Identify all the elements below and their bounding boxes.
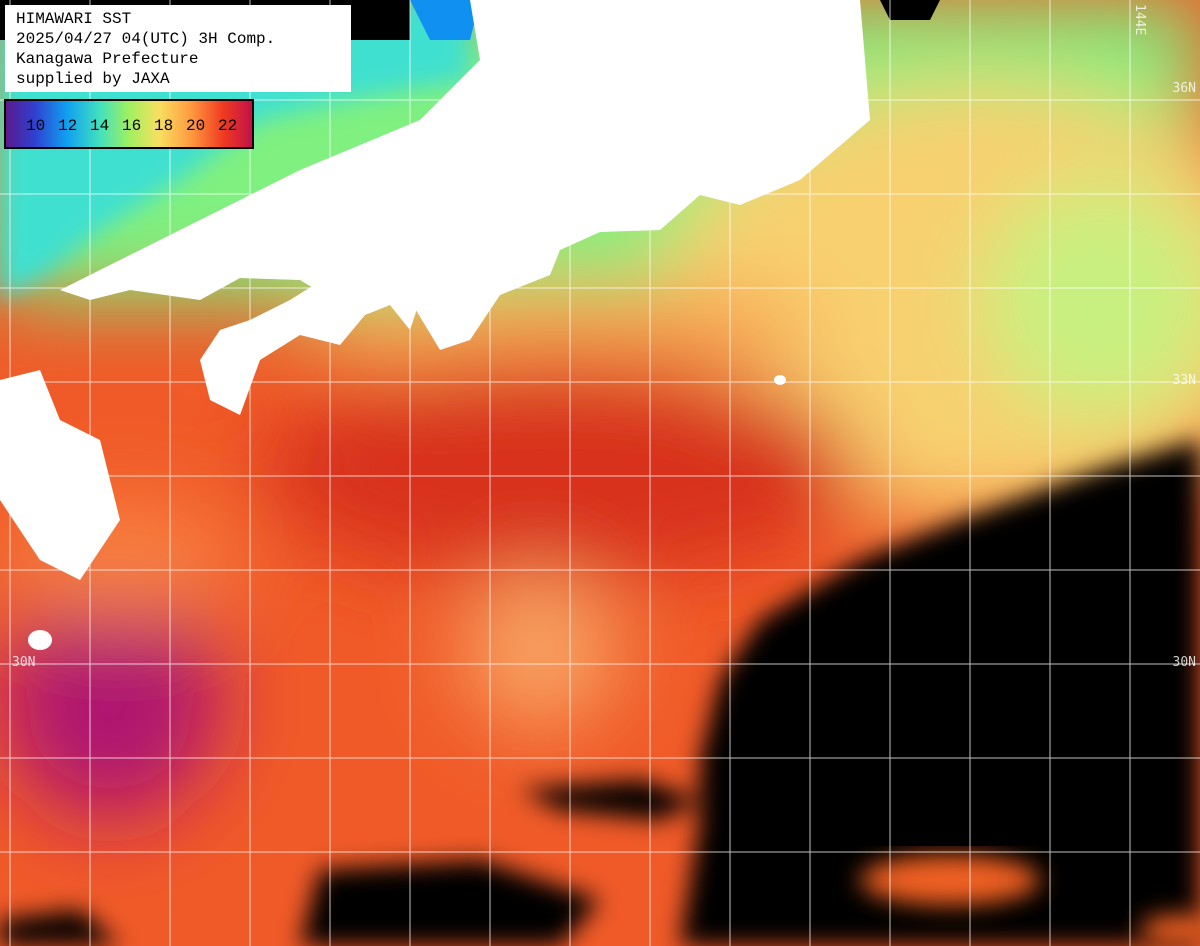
grid-labels: 136E 144E 36N 33N 30N 30N (12, 4, 1196, 670)
legend-label: 16 (122, 117, 141, 135)
latitude-label: 36N (1173, 81, 1196, 96)
legend-label: 20 (186, 117, 205, 135)
header-line: HIMAWARI SST (16, 10, 131, 28)
header-line: 2025/04/27 04(UTC) 3H Comp. (16, 30, 275, 48)
legend-label: 22 (218, 117, 237, 135)
header-line: supplied by JAXA (16, 70, 170, 88)
color-legend: 10 12 14 16 18 20 22 (4, 99, 254, 149)
latitude-label: 33N (1173, 373, 1196, 388)
legend-label: 18 (154, 117, 173, 135)
header-line: Kanagawa Prefecture (16, 50, 198, 68)
legend-label: 14 (90, 117, 109, 135)
header-box: HIMAWARI SST 2025/04/27 04(UTC) 3H Comp. K… (5, 5, 351, 92)
legend-label: 12 (58, 117, 77, 135)
latitude-label: 30N (12, 655, 35, 670)
longitude-label: 136E (492, 4, 507, 35)
legend-label: 10 (26, 117, 45, 135)
longitude-label: 144E (1132, 4, 1147, 35)
latitude-label: 30N (1173, 655, 1196, 670)
